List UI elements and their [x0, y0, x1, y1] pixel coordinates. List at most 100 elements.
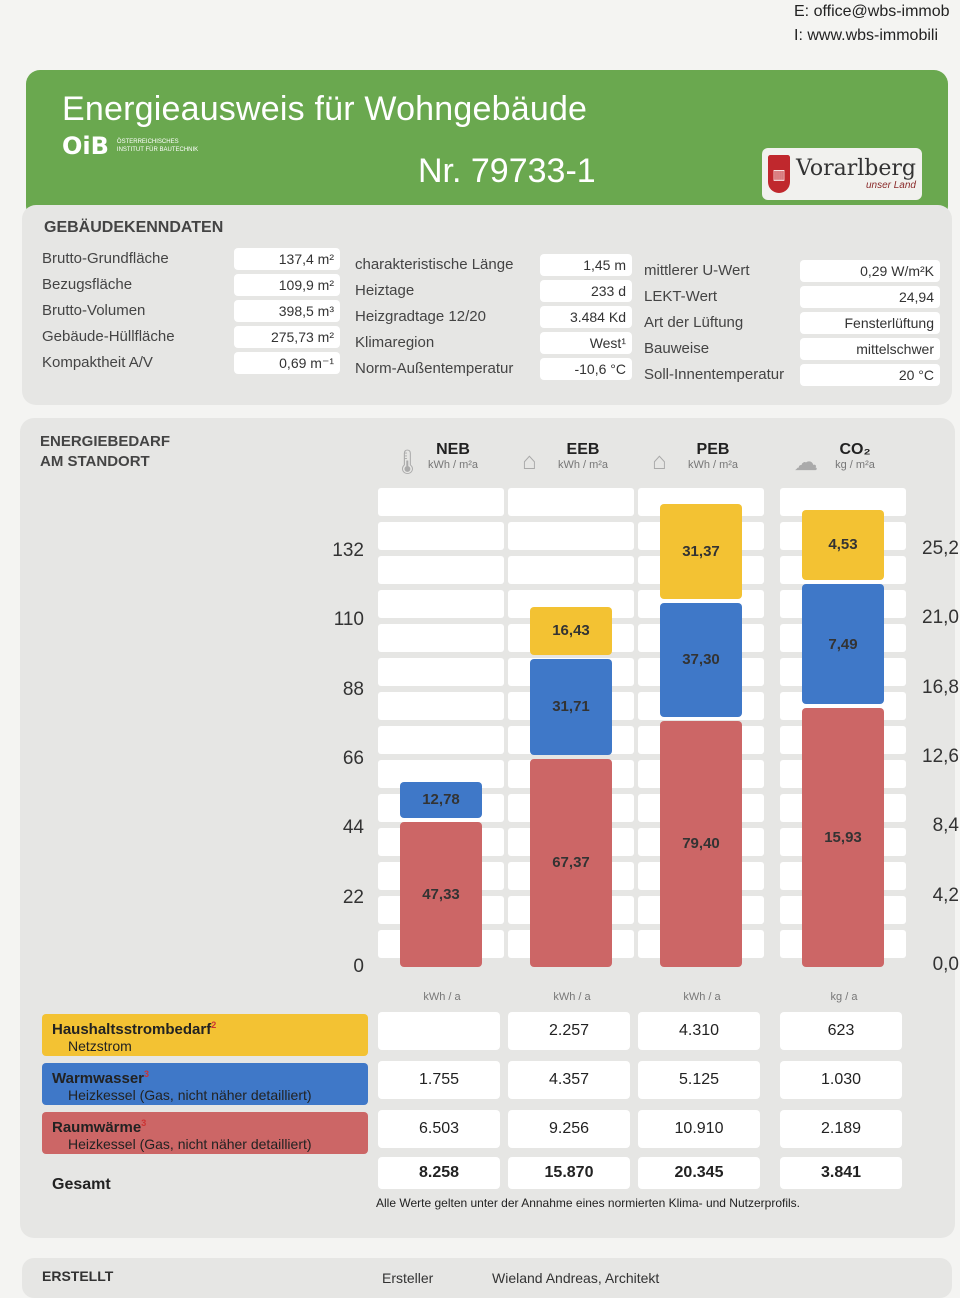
bar-segment-warmwasser: 31,71	[530, 658, 612, 755]
building-field-label: Brutto-Grundfläche	[42, 250, 169, 267]
chart-placeholder-cell	[378, 624, 504, 652]
table-cell: 9.256	[508, 1110, 630, 1148]
row-label-title: Haushaltsstrombedarf2	[52, 1020, 368, 1038]
total-cell: 3.841	[780, 1157, 902, 1189]
coat-of-arms-icon: ▥	[768, 155, 790, 193]
building-field-value: 275,73 m²	[234, 326, 340, 348]
building-field-label: mittlerer U-Wert	[644, 262, 750, 279]
region-logo-sub: unser Land	[865, 179, 916, 191]
total-cell: 8.258	[378, 1157, 500, 1189]
bar-segment-warmwasser: 7,49	[802, 584, 884, 705]
table-cell: 6.503	[378, 1110, 500, 1148]
certificate-title: Energieausweis für Wohngebäude	[62, 90, 588, 128]
table-cell: 1.755	[378, 1061, 500, 1099]
chart-placeholder-cell	[378, 522, 504, 550]
cloud-icon: ☁	[794, 449, 818, 476]
column-header-2: PEB kWh / m²a	[658, 441, 768, 471]
total-cell: 15.870	[508, 1157, 630, 1189]
bar-segment-raumwärme: 47,33	[400, 821, 482, 967]
building-field-label: Brutto-Volumen	[42, 302, 146, 319]
building-field-label: charakteristische Länge	[355, 256, 514, 273]
building-field-value: mittelschwer	[800, 338, 940, 360]
chart-placeholder-cell	[378, 556, 504, 584]
contact-web: I: www.wbs-immobili	[794, 27, 939, 44]
chart-placeholder-cell	[378, 726, 504, 754]
contact-block: E: office@wbs-immob I: www.wbs-immobili	[790, 0, 960, 48]
annual-unit-label: kWh / a	[423, 991, 461, 1003]
oib-text: ÖSTERREICHISCHES INSTITUT FÜR BAUTECHNIK	[117, 138, 198, 154]
bar-segment-raumwärme: 15,93	[802, 708, 884, 967]
building-data-panel	[22, 205, 952, 405]
row-label-sub: Netzstrom	[68, 1038, 132, 1054]
chart-placeholder-cell	[378, 692, 504, 720]
chart-placeholder-cell	[508, 556, 634, 584]
table-cell	[378, 1012, 500, 1050]
column-name: EEB	[566, 441, 600, 458]
table-cell: 4.310	[638, 1012, 760, 1050]
oib-logo: OiB ÖSTERREICHISCHES INSTITUT FÜR BAUTEC…	[62, 132, 198, 160]
creator-label: Ersteller	[382, 1270, 434, 1286]
building-field-value: 3.484 Kd	[540, 306, 632, 328]
row-label-title: Raumwärme3	[52, 1118, 368, 1136]
building-field-label: Heizgradtage 12/20	[355, 308, 486, 325]
building-field-value: 0,29 W/m²K	[800, 260, 940, 282]
contact-email: E: office@wbs-immob	[794, 3, 950, 20]
building-field-label: LEKT-Wert	[644, 288, 718, 305]
creator-panel: ERSTELLT Ersteller Wieland Andreas, Arch…	[22, 1258, 952, 1298]
bar-segment-warmwasser: 37,30	[660, 603, 742, 717]
bar-segment-raumwärme: 79,40	[660, 720, 742, 967]
chart-placeholder-cell	[378, 488, 504, 516]
vorarlberg-logo: ▥ Vorarlberg unser Land	[762, 148, 922, 200]
oib-mark: OiB	[62, 132, 109, 160]
house-icon: ⌂	[522, 448, 537, 475]
building-field-value: Fensterlüftung	[800, 312, 940, 334]
left-axis-tick: 110	[333, 609, 364, 631]
building-data-heading: GEBÄUDEKENNDATEN	[44, 219, 224, 236]
table-cell: 623	[780, 1012, 902, 1050]
table-row-label: Warmwasser3 Heizkessel (Gas, nicht näher …	[42, 1063, 368, 1105]
bar-segment-raumwärme: 67,37	[530, 758, 612, 967]
building-field-value: 0,69 m⁻¹	[234, 352, 340, 374]
chart-placeholder-cell	[378, 590, 504, 618]
chart-placeholder-cell	[508, 488, 634, 516]
total-label: Gesamt	[52, 1176, 111, 1193]
row-label-footnote: 3	[144, 1069, 150, 1079]
row-label-sub: Heizkessel (Gas, nicht näher detailliert…	[68, 1136, 312, 1152]
table-row-label: Raumwärme3 Heizkessel (Gas, nicht näher d…	[42, 1112, 368, 1154]
table-cell: 1.030	[780, 1061, 902, 1099]
row-label-text: Raumwärme	[52, 1119, 142, 1136]
annual-unit-label: kg / a	[830, 991, 858, 1003]
building-field-value: 233 d	[540, 280, 632, 302]
building-field-label: Norm-Außentemperatur	[355, 360, 514, 377]
building-field-label: Klimaregion	[355, 334, 435, 351]
row-label-title: Warmwasser3	[52, 1069, 368, 1087]
oib-text-line-1: ÖSTERREICHISCHES	[116, 139, 179, 145]
right-axis-tick: 4,2	[932, 884, 959, 906]
left-axis-tick: 132	[332, 540, 364, 561]
table-note: Alle Werte gelten unter der Annahme eine…	[376, 1196, 800, 1210]
bar-segment-warmwasser: 12,78	[400, 781, 482, 818]
right-axis-tick: 8,4	[932, 815, 959, 837]
column-unit: kWh / m²a	[427, 459, 479, 471]
energy-heading-line-2: AM STANDORT	[40, 453, 150, 470]
chart-placeholder-cell	[378, 658, 504, 686]
row-label-text: Warmwasser	[52, 1070, 144, 1087]
building-field-value: 20 °C	[800, 364, 940, 386]
column-name: CO₂	[839, 441, 871, 458]
creator-value: Wieland Andreas, Architekt	[492, 1270, 660, 1286]
column-unit: kWh / m²a	[557, 459, 609, 471]
building-field-value: -10,6 °C	[540, 358, 632, 380]
certificate-banner: Energieausweis für Wohngebäude Nr. 79733…	[26, 70, 948, 220]
left-axis-tick: 22	[342, 886, 364, 908]
row-label-text: Haushaltsstrombedarf	[52, 1021, 212, 1038]
building-field-value: 398,5 m³	[234, 300, 340, 322]
table-cell: 10.910	[638, 1110, 760, 1148]
left-axis-tick: 88	[342, 678, 364, 700]
certificate-number: Nr. 79733-1	[418, 152, 596, 190]
column-name: NEB	[436, 441, 470, 458]
table-cell: 5.125	[638, 1061, 760, 1099]
column-header-1: EEB kWh / m²a	[528, 441, 638, 471]
building-field-label: Bauweise	[644, 340, 710, 357]
right-axis-tick: 25,2	[922, 538, 959, 559]
table-cell: 2.257	[508, 1012, 630, 1050]
